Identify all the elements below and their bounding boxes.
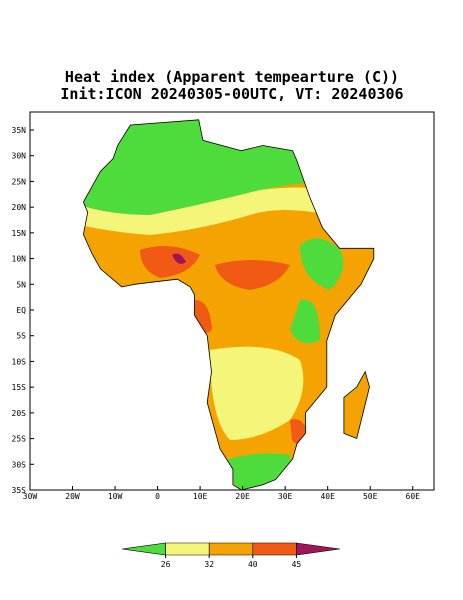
y-tick-label: 5S [16,332,26,341]
colorbar-label: 40 [248,560,258,569]
coastline [82,119,375,491]
y-tick-label: 35S [12,486,27,495]
y-tick-label: 20N [12,203,27,212]
colorbar-label: 32 [204,560,214,569]
title: Heat index (Apparent tempearture (C)) [65,68,399,86]
x-tick-label: 0 [155,492,160,501]
y-tick-label: 15S [12,383,27,392]
x-tick-label: 30E [278,492,293,501]
colorbar-segment [208,542,254,556]
y-tick-label: 25S [12,435,27,444]
heat-field [83,119,374,491]
map-frame [29,111,435,491]
colorbar-segment [165,542,210,556]
x-tick-label: 10W [108,492,123,501]
colorbar-segment [296,542,341,556]
x-tick-label: 10E [193,492,208,501]
y-tick-label: 10S [12,357,27,366]
y-tick-label: 35N [12,126,27,135]
y-tick-label: 30N [12,152,27,161]
x-tick-label: 20E [235,492,250,501]
x-tick-label: 60E [406,492,421,501]
x-tick-label: 40E [320,492,335,501]
colorbar: 26 32 40 45 [121,542,341,569]
y-tick-label: 20S [12,409,27,418]
y-tick-label: 10N [12,255,27,264]
y-tick-label: 25N [12,177,27,186]
x-tick-label: 50E [363,492,378,501]
y-tick-label: 15N [12,229,27,238]
x-tick-label: 20W [65,492,80,501]
colorbar-label: 26 [161,560,171,569]
y-tick-label: EQ [16,306,26,315]
y-tick-label: 30S [12,460,27,469]
colorbar-segment [252,542,297,556]
y-tick-label: 5N [16,280,26,289]
x-tick-label: 30W [23,492,38,501]
subtitle: Init:ICON 20240305-00UTC, VT: 20240306 [60,85,403,103]
colorbar-segment [121,542,166,556]
colorbar-label: 45 [292,560,302,569]
